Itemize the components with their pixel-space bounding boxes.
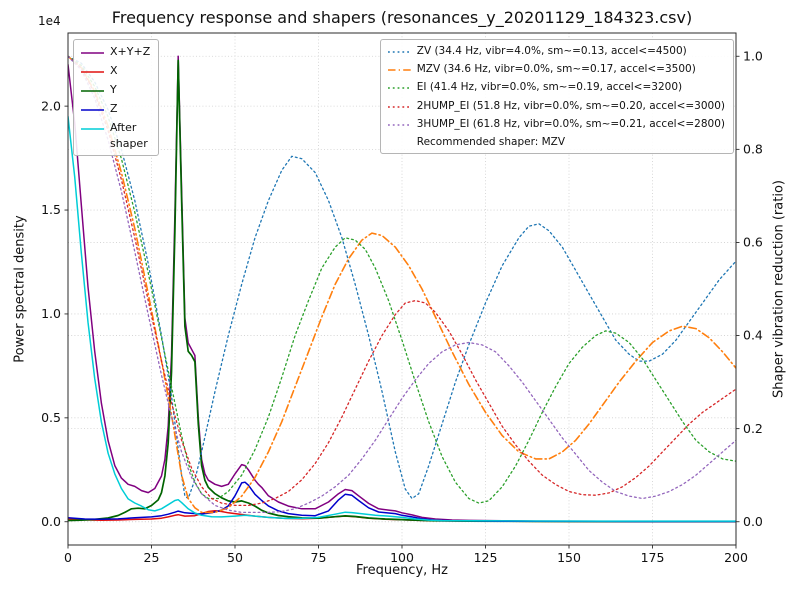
x-axis-label: Frequency, Hz bbox=[355, 563, 449, 578]
legend-item-xyz: X+Y+Z bbox=[80, 44, 150, 63]
legend-line-sample bbox=[80, 44, 105, 63]
series-lines bbox=[68, 55, 736, 523]
axis-ticks bbox=[64, 55, 740, 549]
legend-item-y: Y bbox=[80, 82, 150, 101]
y-left-tick-label: 0.0 bbox=[41, 514, 61, 529]
legend-label: MZV (34.6 Hz, vibr=0.0%, sm~=0.17, accel… bbox=[416, 63, 696, 76]
y-right-tick-label: 0.6 bbox=[743, 235, 763, 250]
y-right-tick-label: 0.2 bbox=[743, 421, 763, 436]
legend-note-spacer bbox=[387, 135, 412, 138]
x-tick-label: 50 bbox=[227, 550, 243, 565]
legend-label: X+Y+Z bbox=[110, 45, 151, 58]
x-tick-label: 125 bbox=[474, 550, 498, 565]
legend-item-mzv: MZV (34.6 Hz, vibr=0.0%, sm~=0.17, accel… bbox=[387, 62, 725, 80]
y-right-tick-label: 0.8 bbox=[743, 142, 763, 157]
series-line-ei bbox=[68, 55, 736, 504]
legend-line-sample bbox=[80, 63, 105, 82]
legend-label: X bbox=[110, 63, 118, 77]
legend-label: EI (41.4 Hz, vibr=0.0%, sm~=0.19, accel<… bbox=[416, 81, 683, 94]
y-right-axis-label: Shaper vibration reduction (ratio) bbox=[771, 180, 787, 398]
series-line-2hump-ei bbox=[68, 55, 736, 507]
legend-label: After shaper bbox=[110, 120, 148, 150]
legend-line-sample bbox=[387, 62, 412, 80]
legend-item-z: Z bbox=[80, 101, 150, 120]
legend-line-sample bbox=[80, 82, 105, 101]
legend-line-sample bbox=[387, 99, 412, 117]
series-line-after-shaper bbox=[68, 115, 736, 522]
legend-item-3hump-ei: 3HUMP_EI (61.8 Hz, vibr=0.0%, sm~=0.21, … bbox=[387, 117, 725, 135]
y-right-tick-label: 0.0 bbox=[743, 514, 763, 529]
legend-item-after-shaper: After shaper bbox=[80, 120, 150, 152]
y-left-tick-label: 2.0 bbox=[41, 98, 61, 113]
legend-item-2hump-ei: 2HUMP_EI (51.8 Hz, vibr=0.0%, sm~=0.20, … bbox=[387, 99, 725, 117]
x-tick-label: 200 bbox=[724, 550, 748, 565]
y-left-tick-label: 1.0 bbox=[41, 306, 61, 321]
y-left-tick-label: 1.5 bbox=[41, 202, 61, 217]
legend-line-sample bbox=[80, 101, 105, 120]
y-right-tick-label: 0.4 bbox=[743, 328, 763, 343]
chart-title: Frequency response and shapers (resonanc… bbox=[111, 8, 693, 27]
series-line-mzv bbox=[68, 55, 736, 514]
legend-label: 3HUMP_EI (61.8 Hz, vibr=0.0%, sm~=0.21, … bbox=[416, 117, 725, 130]
legend-shapers: ZV (34.4 Hz, vibr=4.0%, sm~=0.13, accel<… bbox=[379, 39, 734, 155]
x-tick-label: 25 bbox=[144, 550, 160, 565]
tick-labels: 0 25 50 75 100 125 150 175 200 0.0 0.5 1.0 1.5 2.0 0.0… bbox=[41, 48, 763, 565]
legend-line-sample bbox=[387, 44, 412, 62]
series-line-3hump-ei bbox=[68, 55, 736, 514]
legend-label: Y bbox=[110, 82, 117, 96]
legend-label: ZV (34.4 Hz, vibr=4.0%, sm~=0.13, accel<… bbox=[416, 45, 687, 57]
y-left-axis-label: Power spectral density bbox=[12, 215, 28, 363]
series-line-xyz bbox=[68, 55, 736, 523]
legend-line-sample bbox=[387, 117, 412, 135]
x-tick-label: 150 bbox=[557, 550, 581, 565]
y-left-offset-text: 1e4 bbox=[38, 14, 61, 28]
x-tick-label: 0 bbox=[64, 550, 72, 565]
legend-label: 2HUMP_EI (51.8 Hz, vibr=0.0%, sm~=0.20, … bbox=[416, 99, 725, 112]
x-tick-label: 100 bbox=[390, 550, 414, 565]
y-left-tick-label: 0.5 bbox=[41, 410, 61, 425]
series-line-y bbox=[68, 59, 736, 523]
legend-label: Z bbox=[110, 101, 118, 115]
legend-item-zv: ZV (34.4 Hz, vibr=4.0%, sm~=0.13, accel<… bbox=[387, 44, 725, 62]
legend-note-label: Recommended shaper: MZV bbox=[416, 136, 566, 149]
legend-psd: X+Y+Z X Y Z After shaper bbox=[73, 39, 160, 156]
legend-line-sample bbox=[387, 80, 412, 98]
x-tick-label: 175 bbox=[641, 550, 665, 565]
legend-item-x: X bbox=[80, 63, 150, 82]
legend-line-sample bbox=[80, 120, 105, 139]
legend-note: Recommended shaper: MZV bbox=[387, 135, 725, 150]
x-tick-label: 75 bbox=[311, 550, 327, 565]
legend-item-ei: EI (41.4 Hz, vibr=0.0%, sm~=0.19, accel<… bbox=[387, 80, 725, 98]
y-right-tick-label: 1.0 bbox=[743, 48, 763, 63]
